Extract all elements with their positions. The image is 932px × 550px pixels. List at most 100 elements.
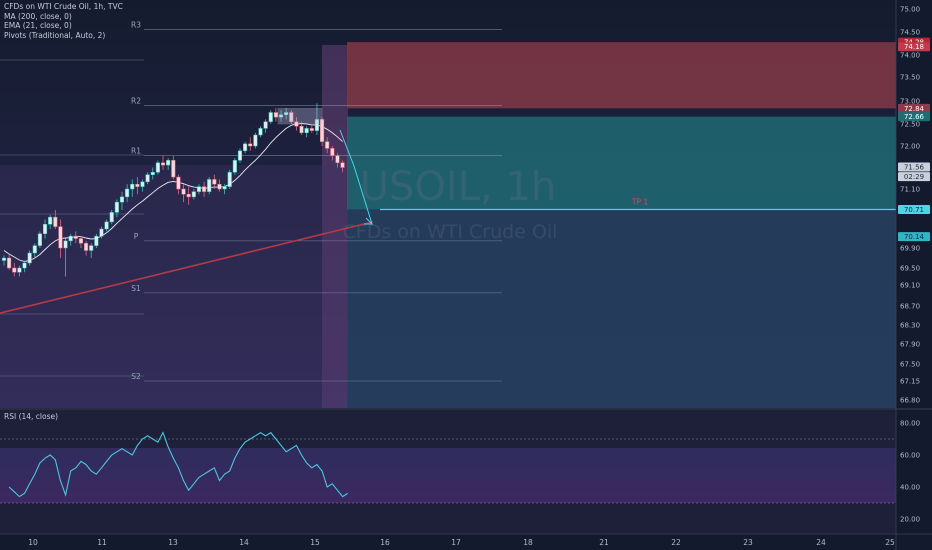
candle-body <box>27 252 32 264</box>
price-tag-label: 71.56 <box>904 164 925 172</box>
price-tag <box>898 112 930 122</box>
price-tick-label: 68.30 <box>900 322 920 330</box>
price-tick-label: 71.10 <box>900 186 920 194</box>
candle-body <box>284 112 289 116</box>
candle-body <box>166 160 171 166</box>
candle-body <box>237 150 243 161</box>
candle-body <box>37 233 42 246</box>
symbol-title: CFDs on WTI Crude Oil, 1h, TVC <box>4 2 123 11</box>
candle-body <box>130 183 135 190</box>
candle-body <box>1 257 7 261</box>
candle-body <box>253 134 258 147</box>
price-tag <box>898 42 930 52</box>
price-tick-label: 69.90 <box>900 245 920 253</box>
rsi-tick-label: 80.00 <box>900 420 920 428</box>
time-tick-label: 16 <box>380 538 390 547</box>
candle-body <box>53 216 58 227</box>
candle-body <box>278 114 284 118</box>
rsi-tick-label: 60.00 <box>900 452 920 460</box>
indicator-ma: MA (200, close, 0) <box>4 11 72 21</box>
watermark-name: CFDs on WTI Crude Oil <box>343 221 558 243</box>
projection-zone <box>347 209 896 408</box>
price-tag-label: 72.66 <box>904 113 925 121</box>
time-tick-label: 21 <box>599 538 609 547</box>
candle-body <box>176 176 181 190</box>
watermark-symbol: USOIL, 1h <box>360 164 556 210</box>
price-tag <box>898 232 930 242</box>
indicator-ema: EMA (21, close, 0) <box>4 21 72 30</box>
candle-body <box>304 128 309 134</box>
candle-body <box>212 179 217 185</box>
price-tick-label: 67.50 <box>900 361 920 369</box>
pivot-label-p: P <box>134 232 139 241</box>
target-zone <box>347 116 896 210</box>
candle-body <box>89 245 94 251</box>
candle-body <box>114 201 119 213</box>
candle-body <box>171 160 176 178</box>
price-tag-label: 72.84 <box>904 105 925 113</box>
price-tick-label: 73.00 <box>900 98 920 106</box>
candle-body <box>340 162 345 168</box>
stop-loss-zone <box>347 42 896 109</box>
candle-body <box>186 194 191 198</box>
time-tick-label: 18 <box>523 538 533 547</box>
price-tag-label: 70.71 <box>904 206 924 214</box>
candle-body <box>94 235 99 246</box>
candle-body <box>73 235 78 239</box>
time-tick-label: 10 <box>28 538 38 547</box>
time-tick-label: 14 <box>239 538 249 547</box>
candle-body <box>227 172 232 187</box>
candle-body <box>202 186 207 192</box>
candle-body <box>63 240 68 249</box>
target-label: TP 1 <box>631 197 648 206</box>
candle-body <box>263 121 268 129</box>
time-tick-label: 13 <box>168 538 178 547</box>
candle-body <box>309 128 314 131</box>
candle-body <box>135 183 140 187</box>
pivot-label-r3: R3 <box>131 21 141 30</box>
time-tick-label: 23 <box>743 538 753 547</box>
candle-body <box>320 119 325 142</box>
candle-body <box>299 125 304 134</box>
price-tag-label: 70.14 <box>904 233 925 241</box>
candle-body <box>42 224 48 234</box>
pivot-label-r2: R2 <box>131 97 141 106</box>
candle-body <box>258 128 263 136</box>
candle-body <box>273 112 278 118</box>
price-tick-label: 68.70 <box>900 303 920 311</box>
price-tick-label: 66.80 <box>900 397 920 405</box>
candle-body <box>335 155 340 163</box>
history-shade <box>0 165 347 408</box>
rsi-title: RSI (14, close) <box>4 412 58 421</box>
candle-body <box>268 112 273 122</box>
price-axis-background <box>896 0 932 550</box>
time-tick-label: 22 <box>671 538 681 547</box>
candle-body <box>155 162 160 173</box>
time-tick-label: 24 <box>816 538 826 547</box>
candle-body <box>191 191 196 198</box>
candle-body <box>78 238 84 244</box>
price-tick-label: 69.10 <box>900 282 920 290</box>
price-tick-label: 75.00 <box>900 6 920 14</box>
candle-body <box>248 143 253 147</box>
price-tick-label: 74.50 <box>900 29 920 37</box>
candle-body <box>330 148 335 156</box>
candle-body <box>125 188 130 198</box>
candle-body <box>217 183 222 190</box>
price-tag-label: 74.18 <box>904 43 924 51</box>
candle-body <box>222 186 227 190</box>
candle-body <box>243 143 248 152</box>
time-axis-background <box>0 534 932 550</box>
candle-body <box>48 216 53 225</box>
projection-arrow-line <box>339 129 373 225</box>
candle-body <box>207 179 212 192</box>
candle-body <box>325 141 330 149</box>
price-tag <box>898 103 930 113</box>
consolidation-box <box>277 108 323 125</box>
time-tick-label: 25 <box>885 538 895 547</box>
candle-body <box>140 181 145 187</box>
price-tag <box>898 172 930 182</box>
candle-body <box>145 174 150 183</box>
